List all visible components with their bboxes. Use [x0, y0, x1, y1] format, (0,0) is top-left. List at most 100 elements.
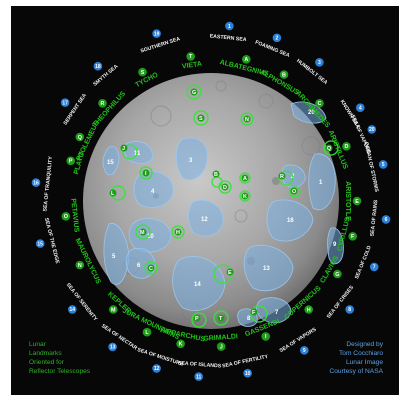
mare-14 [172, 256, 226, 311]
svg-text:C: C [149, 266, 153, 272]
mare-label: 16 [287, 218, 294, 224]
svg-text:16: 16 [33, 180, 39, 186]
crater-marker: O [289, 186, 301, 198]
svg-text:C: C [318, 101, 322, 107]
crater-name-label: PETAVIUS [69, 198, 80, 233]
mare-label: 6 [137, 263, 141, 269]
svg-text:I: I [265, 334, 267, 340]
svg-text:10: 10 [245, 371, 251, 377]
mare-1 [308, 153, 336, 211]
svg-text:N: N [245, 117, 249, 123]
mare-6 [125, 247, 156, 279]
sea-name-label: EASTERN SEA [209, 33, 247, 43]
svg-text:G: G [335, 272, 339, 278]
svg-text:Q: Q [327, 146, 331, 152]
svg-text:F: F [252, 310, 256, 316]
svg-text:E: E [355, 199, 359, 205]
sea-name-label: SEA OF FERTILITY [222, 354, 270, 370]
svg-text:18: 18 [95, 64, 101, 70]
sea-name-label: FOAMING SEA [254, 40, 290, 59]
mare-label: 14 [194, 282, 201, 288]
svg-text:3: 3 [318, 60, 321, 66]
svg-text:I: I [145, 171, 147, 177]
sea-name-label: SEA OF COLD [354, 245, 373, 280]
caption-left-line: Lunar [29, 341, 47, 348]
crater-marker: K [239, 190, 251, 202]
mare-4 [133, 170, 174, 208]
svg-text:5: 5 [382, 162, 385, 168]
crater-name-label: ARISTOTLE [344, 181, 351, 221]
svg-text:1: 1 [228, 24, 231, 30]
sea-number-marker: 12 [152, 364, 161, 373]
crater-letter-marker: T [186, 52, 195, 61]
sea-number-marker: 4 [356, 103, 365, 112]
svg-text:11: 11 [196, 374, 202, 380]
sea-name-label: SEA OF CRISES [326, 284, 356, 320]
mare-9 [327, 227, 344, 265]
sea-name-label: SERPENT SEA [63, 92, 89, 126]
sea-number-marker: 13 [108, 342, 117, 352]
caption-right-line: Courtesy of NASA [329, 368, 383, 375]
sea-number-marker: 16 [31, 178, 41, 187]
mare-7 [256, 297, 292, 324]
sea-number-marker: 11 [194, 372, 203, 381]
crater-letter-marker: H [304, 305, 314, 314]
mare-label: 12 [201, 217, 208, 223]
crater-marker: I [139, 166, 153, 180]
crater-marker: N [240, 112, 254, 126]
lunar-map-svg: 20 15 11 3 4 1 16 12 2 9 10 5 6 14 13 7 … [29, 21, 391, 381]
crater-marker: S [193, 110, 209, 126]
crater-name-label: VIETA [182, 61, 203, 71]
svg-text:17: 17 [62, 100, 68, 106]
crater-letter-marker: E [352, 196, 362, 206]
sea-name-label: SEA OF VAPORS [279, 326, 318, 354]
sea-name-label: SEA OF SERENITY [65, 282, 99, 323]
mare-label: 8 [247, 316, 251, 322]
caption-left-line: Reflector Telescopes [29, 368, 91, 375]
sea-number-marker: 9 [300, 346, 309, 355]
crater-letter-marker: I [261, 332, 270, 341]
svg-text:A: A [244, 57, 248, 63]
crater-letter-marker: K [176, 339, 185, 349]
crater-letter-marker: G [333, 269, 342, 279]
mare-12 [188, 199, 224, 237]
svg-text:K: K [243, 194, 247, 200]
crater-marker: A [239, 172, 251, 184]
crater-letter-marker: B [279, 70, 289, 79]
caption-left-line: Landmarks [29, 350, 62, 357]
crater-letter-marker: Q [75, 132, 85, 142]
svg-text:O: O [292, 189, 296, 195]
sea-name-label: SEA OF VAPORS [349, 114, 372, 155]
caption-right-line: Tom Cocchiaro [339, 350, 383, 357]
svg-text:T: T [189, 54, 193, 60]
mare-5 [103, 222, 130, 285]
svg-text:R: R [280, 174, 284, 180]
mare-label: 13 [263, 266, 270, 272]
svg-text:J: J [122, 146, 125, 152]
svg-text:F: F [351, 234, 355, 240]
sea-number-marker: 19 [152, 29, 161, 38]
svg-text:T: T [219, 316, 223, 322]
svg-text:S: S [141, 70, 145, 76]
svg-text:M: M [140, 230, 145, 236]
crater-letter-marker: D [342, 142, 351, 151]
svg-text:2: 2 [276, 36, 279, 42]
crater-marker: R [278, 170, 294, 186]
crater-marker: Q [323, 140, 339, 156]
svg-text:S: S [199, 116, 203, 122]
maria-layer [102, 101, 344, 327]
svg-text:D: D [344, 144, 348, 150]
crater-marker: C [144, 261, 158, 275]
crater-letter-marker: F [348, 232, 358, 241]
caption-right-line: Lunar Image [346, 359, 383, 366]
caption-right: Designed by Tom Cocchiaro Lunar Image Co… [329, 341, 383, 375]
svg-text:19: 19 [154, 31, 160, 37]
mare-15 [102, 145, 120, 176]
crater-letter-marker: N [75, 260, 85, 270]
crater-marker: E [213, 264, 234, 284]
svg-text:N: N [78, 263, 82, 269]
svg-text:P: P [69, 159, 73, 165]
sea-number-marker: 14 [68, 305, 77, 314]
sea-number-marker: 3 [315, 58, 324, 67]
svg-text:12: 12 [154, 366, 160, 372]
